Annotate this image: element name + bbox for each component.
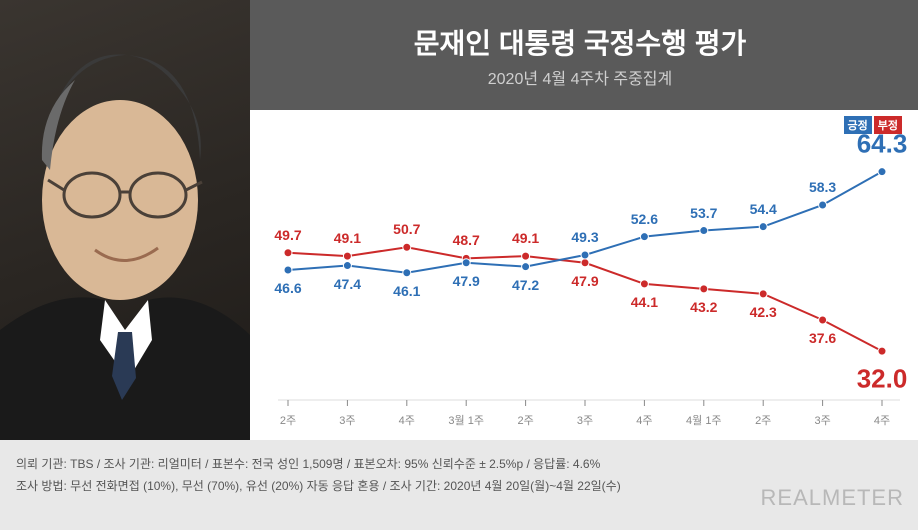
x-tick: 4주	[636, 412, 652, 428]
footer-line-1: 의뢰 기관: TBS / 조사 기관: 리얼미터 / 표본수: 전국 성인 1,…	[16, 454, 902, 476]
x-tick: 3주	[577, 412, 593, 428]
x-tick: 4주	[874, 412, 890, 428]
brand-logo: REALMETER	[761, 478, 904, 518]
x-tick: 4월 1주	[686, 412, 722, 428]
x-tick: 3주	[339, 412, 355, 428]
x-tick: 3월 1주	[448, 412, 484, 428]
line-chart: 긍정 부정 46.647.446.147.947.249.352.653.754…	[260, 110, 910, 440]
x-tick: 2주	[517, 412, 533, 428]
x-tick: 2주	[755, 412, 771, 428]
x-tick: 2주	[280, 412, 296, 428]
footer: 의뢰 기관: TBS / 조사 기관: 리얼미터 / 표본수: 전국 성인 1,…	[0, 440, 918, 530]
x-tick: 4주	[399, 412, 415, 428]
page-title: 문재인 대통령 국정수행 평가	[280, 22, 880, 62]
portrait-photo	[0, 0, 250, 440]
page-subtitle: 2020년 4월 4주차 주중집계	[280, 65, 880, 89]
x-tick: 3주	[814, 412, 830, 428]
chart-svg	[260, 110, 910, 440]
